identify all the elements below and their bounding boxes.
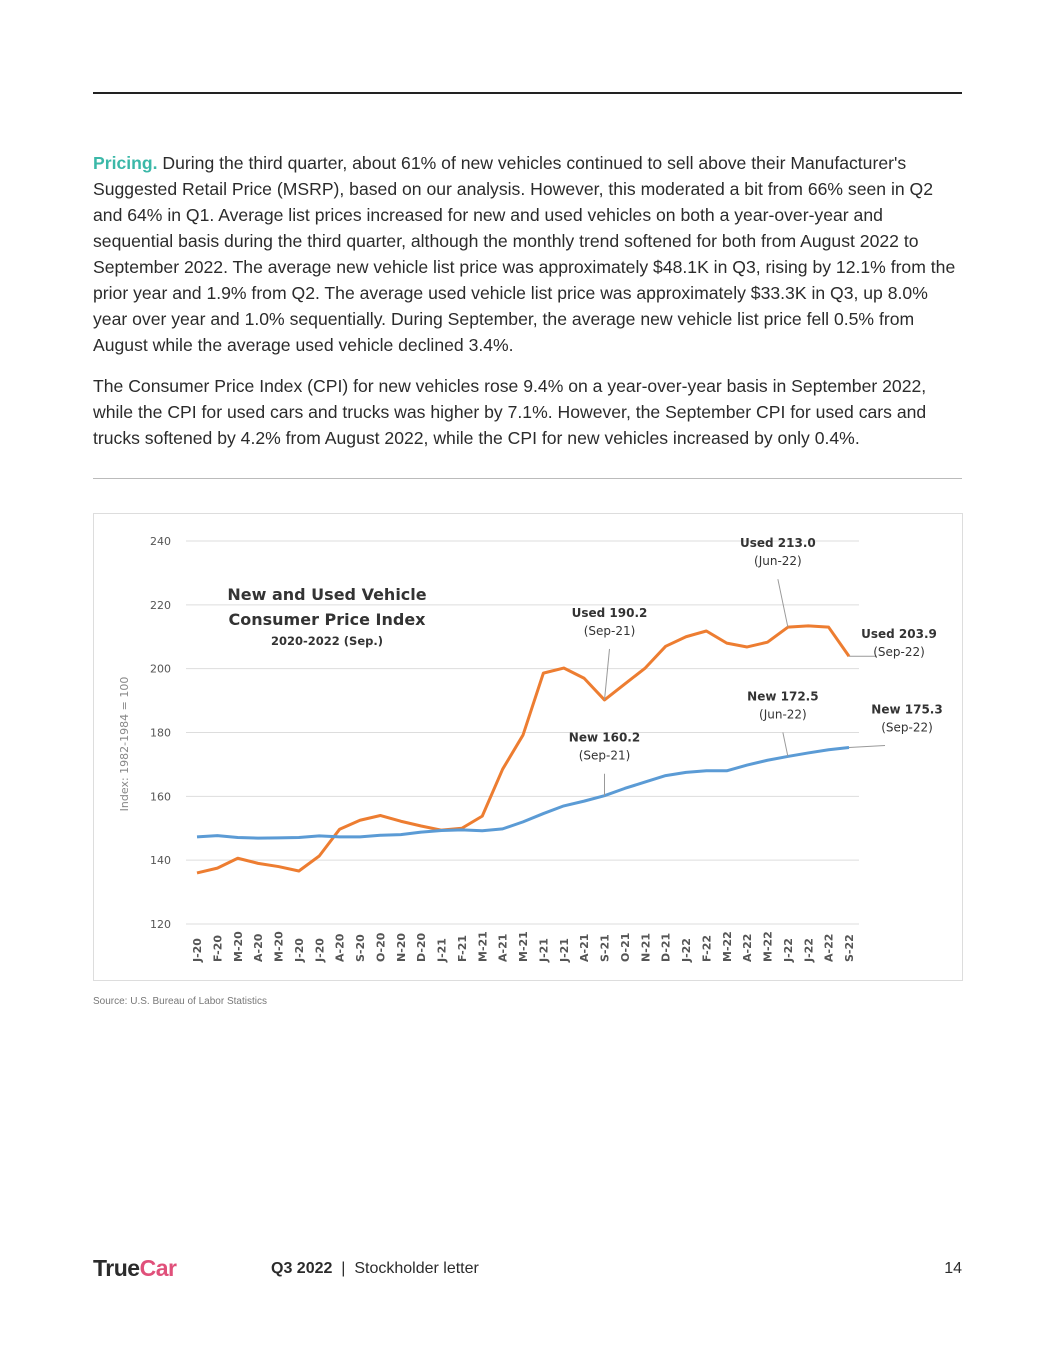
footer-quarter: Q3 2022 <box>271 1260 333 1277</box>
annotation-label: New 172.5 <box>747 689 818 703</box>
pricing-lead: Pricing. <box>93 153 158 173</box>
chart-source: Source: U.S. Bureau of Labor Statistics <box>93 996 267 1007</box>
footer-label: Q3 2022 | Stockholder letter <box>271 1260 479 1278</box>
x-tick-label: J-20 <box>293 938 306 963</box>
chart-title-line2: Consumer Price Index <box>229 610 427 629</box>
x-tick-label: N-20 <box>395 933 408 962</box>
x-tick-label: J-21 <box>436 938 449 963</box>
y-axis-label: Index: 1982-1984 = 100 <box>118 677 131 812</box>
x-tick-label: M-22 <box>721 931 734 962</box>
x-tick-label: J-20 <box>313 938 326 963</box>
x-tick-label: D-20 <box>415 932 428 962</box>
annotation-date: (Sep-21) <box>584 624 636 638</box>
pricing-text: During the third quarter, about 61% of n… <box>93 153 956 355</box>
y-tick-label: 220 <box>150 599 171 612</box>
annotation-date: (Sep-22) <box>873 645 925 659</box>
x-tick-label: A-21 <box>497 934 510 962</box>
series-line-new <box>196 746 850 840</box>
x-tick-label: S-21 <box>599 934 612 962</box>
x-tick-label: A-22 <box>741 934 754 962</box>
x-tick-label: F-21 <box>456 935 469 962</box>
annotation-leader <box>604 648 610 700</box>
y-tick-label: 180 <box>150 727 171 740</box>
x-tick-label: J-21 <box>558 938 571 963</box>
footer-doc: Stockholder letter <box>354 1260 479 1277</box>
x-tick-label: J-22 <box>782 938 795 963</box>
annotation-date: (Sep-22) <box>881 721 933 735</box>
x-tick-label: A-20 <box>252 933 265 962</box>
cpi-paragraph: The Consumer Price Index (CPI) for new v… <box>93 376 927 448</box>
annotation-label: New 175.3 <box>871 703 942 717</box>
page-number: 14 <box>944 1260 962 1277</box>
x-tick-label: S-22 <box>843 934 856 962</box>
annotation-leader <box>848 745 886 749</box>
x-tick-label: M-20 <box>232 931 245 962</box>
x-tick-label: J-22 <box>802 938 815 963</box>
cpi-chart: 120 140 160 180 200 220 240 J-20 F-20 M-20 A-20 M-2… <box>93 513 963 981</box>
chart-subtitle: 2020-2022 (Sep.) <box>271 634 383 648</box>
y-tick-label: 120 <box>150 918 171 931</box>
x-tick-label: F-22 <box>700 935 713 962</box>
series-line-used <box>196 624 851 875</box>
section-divider <box>93 478 962 479</box>
y-tick-label: 240 <box>150 535 171 548</box>
x-tick-label: N-21 <box>639 933 652 962</box>
x-tick-label: F-20 <box>211 935 224 962</box>
logo-car: Car <box>139 1255 177 1281</box>
truecar-logo: TrueCar <box>93 1255 177 1282</box>
x-tick-label: J-20 <box>191 938 204 963</box>
x-tick-label: M-20 <box>273 931 286 962</box>
y-tick-label: 140 <box>150 854 171 867</box>
annotation-date: (Jun-22) <box>759 707 807 721</box>
logo-true: True <box>93 1255 140 1281</box>
top-rule <box>93 92 962 94</box>
x-tick-label: D-21 <box>660 933 673 962</box>
x-tick-label: J-22 <box>680 938 693 963</box>
x-tick-label: A-20 <box>334 933 347 962</box>
y-tick-label: 200 <box>150 663 171 676</box>
annotation-leader <box>777 579 789 628</box>
annotation-label: New 160.2 <box>569 731 640 745</box>
annotation-label: Used 203.9 <box>861 627 937 641</box>
chart-title-line1: New and Used Vehicle <box>227 585 426 604</box>
x-tick-label: M-22 <box>762 931 775 962</box>
x-tick-label: O-21 <box>619 933 632 962</box>
x-tick-label: O-20 <box>374 932 387 962</box>
x-tick-label: S-20 <box>354 934 367 962</box>
annotation-date: (Jun-22) <box>754 554 802 568</box>
x-tick-label: M-21 <box>476 931 489 962</box>
annotation-date: (Sep-21) <box>579 749 631 763</box>
annotation-label: Used 190.2 <box>572 606 648 620</box>
x-tick-label: J-21 <box>537 938 550 963</box>
footer-separator: | <box>341 1260 346 1277</box>
y-tick-label: 160 <box>150 790 171 803</box>
pricing-paragraph: Pricing. During the third quarter, about… <box>93 150 963 358</box>
annotation-leader <box>782 732 789 757</box>
x-tick-label: A-21 <box>578 934 591 962</box>
x-tick-label: M-21 <box>517 931 530 962</box>
annotation-label: Used 213.0 <box>740 536 816 550</box>
cpi-chart-svg: 120 140 160 180 200 220 240 J-20 F-20 M-20 A-20 M-2… <box>118 535 943 963</box>
x-tick-label: A-22 <box>823 934 836 962</box>
